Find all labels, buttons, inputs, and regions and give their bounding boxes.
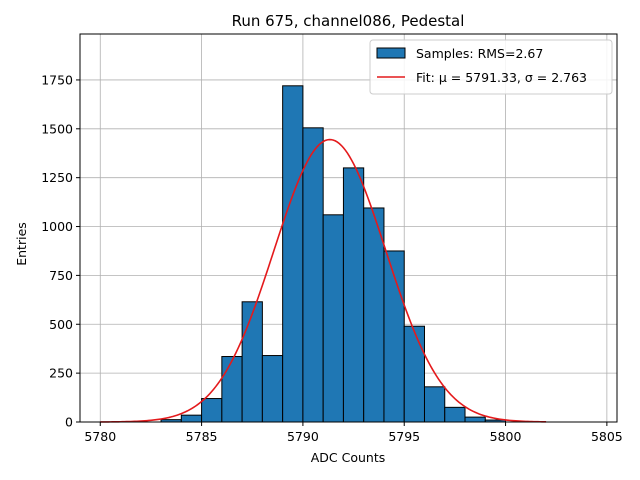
y-axis-label: Entries: [14, 222, 29, 266]
histogram-bar: [221, 356, 243, 423]
chart-title: Run 675, channel086, Pedestal: [232, 12, 465, 30]
legend-label-samples: Samples: RMS=2.67: [416, 46, 543, 61]
y-tick-label: 1750: [41, 72, 73, 87]
x-tick-label: 5780: [84, 429, 116, 444]
histogram-bar: [302, 127, 324, 423]
x-axis-ticks: 5780 5785 5790 5795 5800 5805: [84, 422, 623, 444]
x-tick-label: 5795: [388, 429, 420, 444]
legend: Samples: RMS=2.67 Fit: μ = 5791.33, σ = …: [369, 39, 613, 95]
y-axis-ticks: 0 250 500 750 1000 1250 1500 1750: [41, 72, 80, 430]
x-tick-label: 5805: [591, 429, 623, 444]
histogram-bar: [363, 207, 385, 423]
histogram-bar: [282, 85, 304, 423]
y-tick-label: 750: [49, 268, 73, 283]
histogram-bar: [241, 301, 263, 423]
legend-box: [369, 39, 613, 95]
histogram-bar: [444, 406, 466, 423]
histogram-bar: [423, 386, 446, 423]
histogram-bars: [160, 85, 507, 423]
x-tick-label: 5790: [287, 429, 319, 444]
fit-curve-layer: [100, 138, 547, 423]
plot-frame: [79, 33, 618, 423]
histogram-bar: [342, 167, 365, 423]
legend-label-fit: Fit: μ = 5791.33, σ = 2.763: [416, 70, 587, 85]
legend-bar-swatch: [376, 47, 406, 59]
y-tick-label: 1250: [41, 170, 73, 185]
y-tick-label: 500: [49, 317, 73, 332]
x-tick-label: 5785: [186, 429, 218, 444]
y-tick-label: 0: [65, 415, 73, 430]
x-axis-label: ADC Counts: [311, 450, 386, 465]
histogram-bar: [464, 416, 486, 423]
y-tick-label: 1500: [41, 121, 73, 136]
x-tick-label: 5800: [490, 429, 522, 444]
gaussian-fit-curve: [100, 138, 547, 423]
y-tick-label: 250: [49, 366, 73, 381]
histogram-bar: [180, 414, 203, 423]
histogram-bar: [403, 325, 425, 423]
histogram-bar: [261, 355, 284, 423]
y-tick-label: 1000: [41, 219, 73, 234]
histogram-bar: [322, 214, 344, 423]
histogram-bar: [201, 398, 223, 423]
